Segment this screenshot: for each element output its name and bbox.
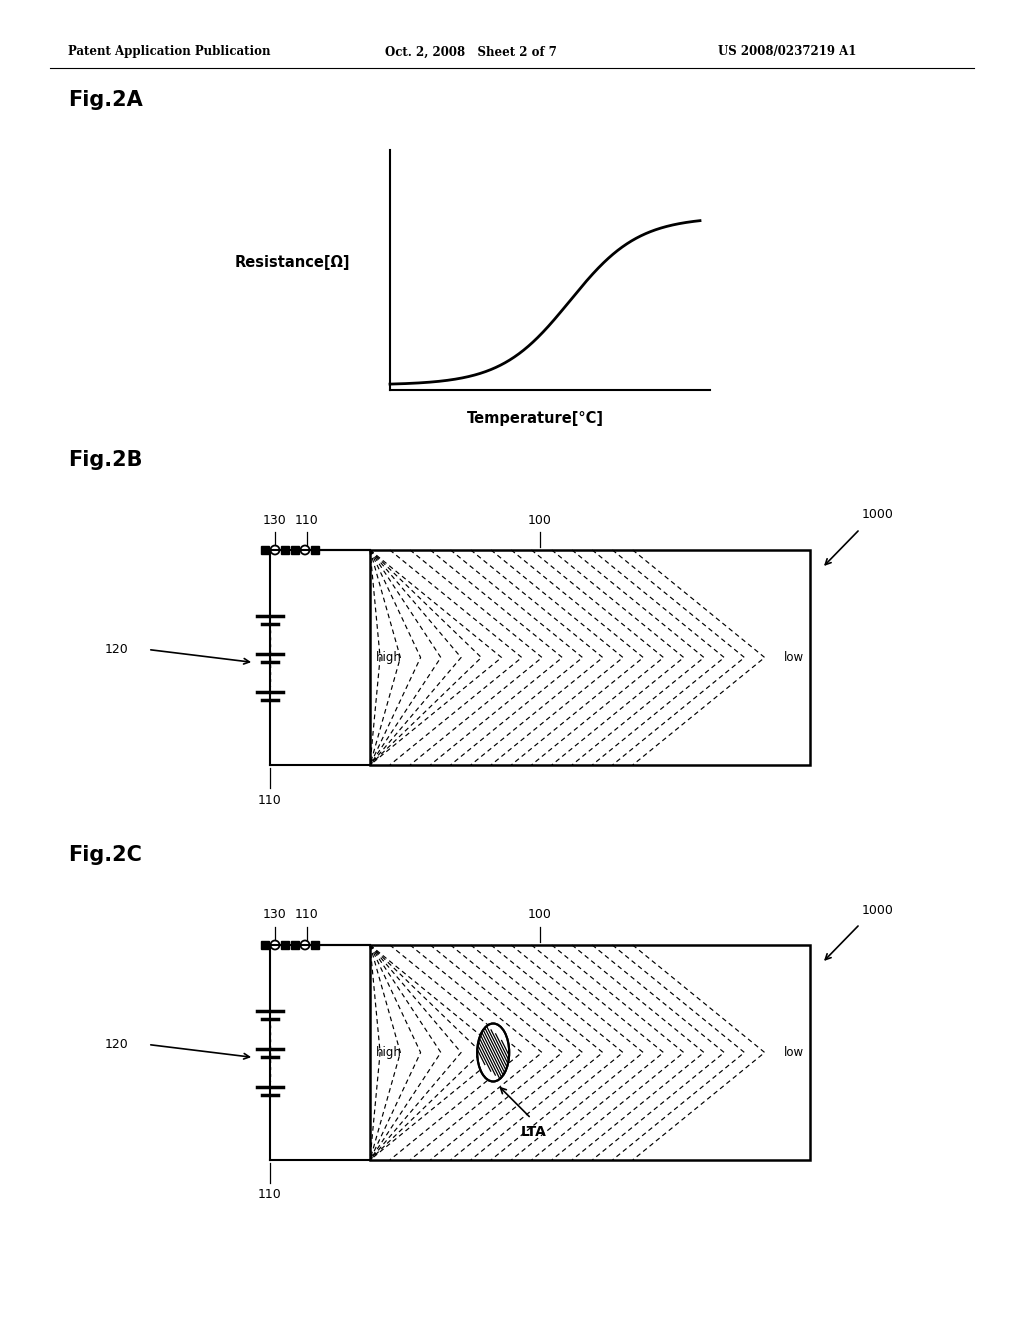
Bar (291, 941, 299, 949)
Text: high: high (376, 651, 401, 664)
Bar (291, 546, 299, 554)
Text: 1000: 1000 (862, 508, 894, 521)
Text: low: low (784, 1045, 804, 1059)
Text: Resistance[Ω]: Resistance[Ω] (234, 255, 350, 269)
Text: Temperature[°C]: Temperature[°C] (467, 411, 603, 425)
Text: 110: 110 (295, 513, 318, 527)
Bar (281, 941, 289, 949)
Text: low: low (784, 651, 804, 664)
Bar (261, 941, 269, 949)
Bar (311, 546, 319, 554)
Text: 110: 110 (258, 1188, 282, 1201)
Bar (311, 941, 319, 949)
Text: high: high (376, 1045, 401, 1059)
Text: 130: 130 (263, 513, 287, 527)
Bar (370, 550, 810, 766)
Text: 100: 100 (528, 908, 552, 921)
Text: 1000: 1000 (862, 903, 894, 916)
Text: 130: 130 (263, 908, 287, 921)
Text: Fig.2A: Fig.2A (68, 90, 142, 110)
Text: US 2008/0237219 A1: US 2008/0237219 A1 (718, 45, 856, 58)
Ellipse shape (477, 1023, 509, 1081)
Bar (261, 546, 269, 554)
Text: Fig.2B: Fig.2B (68, 450, 142, 470)
Text: 110: 110 (295, 908, 318, 921)
Text: 120: 120 (104, 1038, 128, 1051)
Text: Oct. 2, 2008   Sheet 2 of 7: Oct. 2, 2008 Sheet 2 of 7 (385, 45, 557, 58)
Text: 100: 100 (528, 513, 552, 527)
Text: 110: 110 (258, 793, 282, 807)
Bar (281, 546, 289, 554)
Text: Fig.2C: Fig.2C (68, 845, 142, 865)
Bar (370, 945, 810, 1160)
Text: LTA: LTA (520, 1126, 546, 1139)
Text: 120: 120 (104, 643, 128, 656)
Text: Patent Application Publication: Patent Application Publication (68, 45, 270, 58)
